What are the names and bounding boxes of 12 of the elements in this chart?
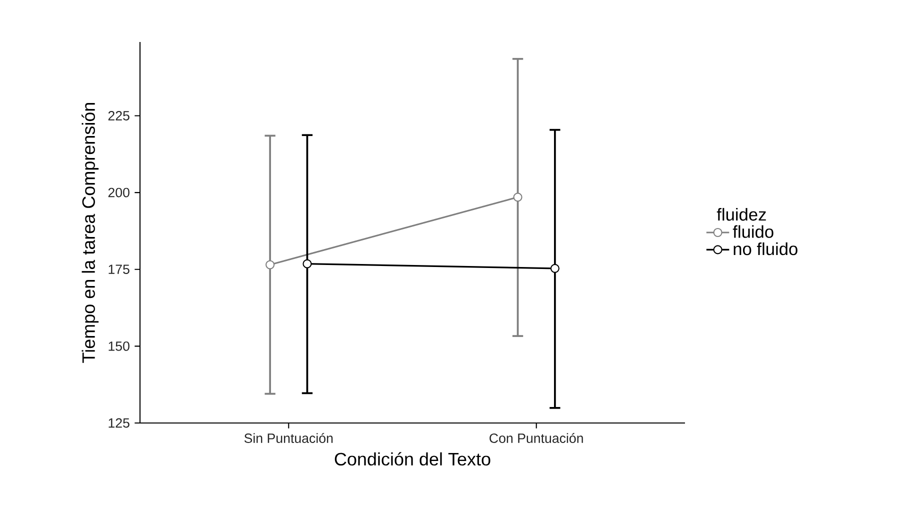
x-tick-label: Con Puntuación xyxy=(490,433,583,443)
y-axis-title: Tiempo en la tarea Comprensión xyxy=(82,102,99,363)
y-tick-label: 175 xyxy=(108,264,130,274)
y-tick-label: 200 xyxy=(108,188,130,198)
legend-title: fluidez xyxy=(716,208,766,221)
x-tick-label: Sin Puntuación xyxy=(244,433,333,443)
y-tick-label: 125 xyxy=(108,418,130,428)
legend-label: fluido xyxy=(732,225,774,238)
y-tick-label: 150 xyxy=(108,341,130,351)
y-tick-label: 225 xyxy=(108,111,130,120)
x-axis-title: Condición del Texto xyxy=(334,452,490,466)
legend-label: no fluido xyxy=(734,242,798,256)
